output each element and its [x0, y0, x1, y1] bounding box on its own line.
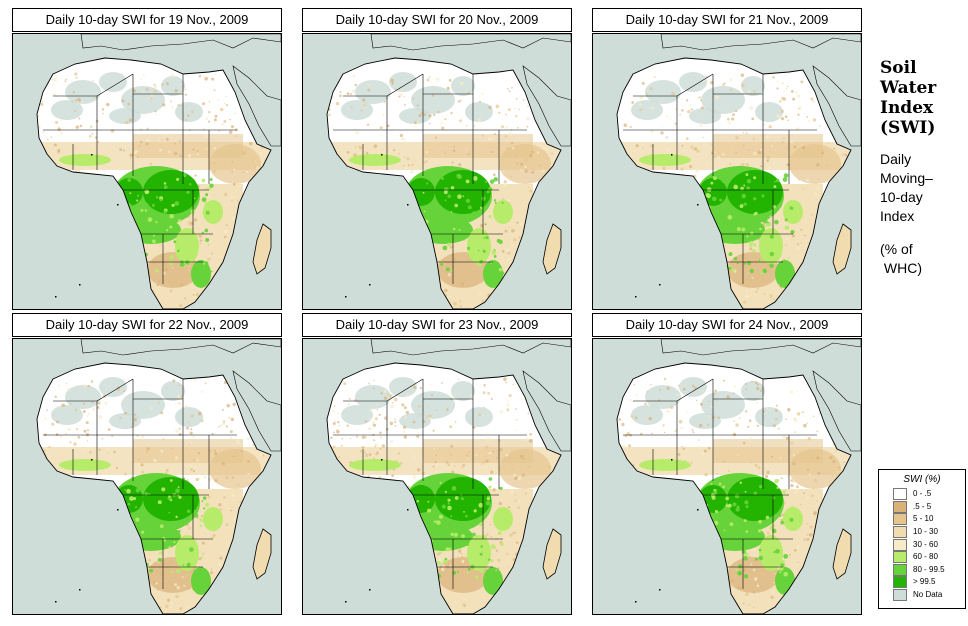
swi-field: [617, 72, 851, 309]
swi-field: [37, 72, 271, 309]
africa-coastline: [326, 57, 562, 309]
legend-swatch: [893, 500, 907, 513]
legend-swatch: [893, 526, 907, 539]
legend-label: 60 - 80: [913, 552, 938, 562]
panel-title: Daily 10-day SWI for 23 Nov., 2009: [302, 313, 572, 337]
legend-item: .5 - 5: [879, 500, 965, 514]
legend-label: 0 - .5: [913, 489, 932, 499]
africa-map: [36, 34, 281, 309]
legend-item: 10 - 30: [879, 526, 965, 539]
africa-map: [36, 339, 281, 614]
swi-map: [592, 33, 862, 310]
swi-map: [592, 338, 862, 615]
africa-coastline: [36, 57, 272, 309]
swi-field: [327, 72, 561, 309]
madagascar: [832, 528, 852, 580]
legend-item: No Data: [879, 589, 965, 602]
arabia-landmass: [232, 65, 281, 147]
legend-swatch: [893, 563, 907, 576]
swi-map: [12, 338, 282, 615]
map-panel: Daily 10-day SWI for 21 Nov., 2009: [592, 8, 862, 310]
arabia-landmass: [812, 370, 861, 452]
madagascar: [252, 223, 272, 275]
africa-coastline: [616, 362, 852, 614]
arabia-landmass: [232, 370, 281, 452]
legend-item: > 99.5: [879, 576, 965, 589]
legend-label: 10 - 30: [913, 527, 938, 537]
index-unit: (% of WHC): [880, 241, 922, 276]
legend-swatch: [893, 538, 907, 551]
legend-label: No Data: [913, 590, 943, 600]
legend-swatch: [893, 513, 907, 526]
legend-swatch: [893, 488, 907, 501]
legend-item: 5 - 10: [879, 513, 965, 526]
arabia-landmass: [522, 370, 571, 452]
africa-map: [616, 339, 861, 614]
europe-landmass: [370, 34, 571, 51]
map-panel: Daily 10-day SWI for 22 Nov., 2009: [12, 313, 282, 615]
swi-map: [12, 33, 282, 310]
legend-label: 80 - 99.5: [913, 564, 945, 574]
panel-title: Daily 10-day SWI for 22 Nov., 2009: [12, 313, 282, 337]
map-panel: Daily 10-day SWI for 24 Nov., 2009: [592, 313, 862, 615]
africa-map: [326, 339, 571, 614]
swi-map: [302, 338, 572, 615]
panel-title: Daily 10-day SWI for 21 Nov., 2009: [592, 8, 862, 32]
africa-map: [326, 34, 571, 309]
africa-coastline: [36, 362, 272, 614]
panel-title: Daily 10-day SWI for 19 Nov., 2009: [12, 8, 282, 32]
europe-landmass: [80, 339, 281, 356]
madagascar: [832, 223, 852, 275]
legend-label: > 99.5: [913, 577, 936, 587]
index-title: Soil Water Index (SWI): [880, 58, 937, 138]
swi-field: [37, 377, 271, 614]
madagascar: [252, 528, 272, 580]
arabia-landmass: [522, 65, 571, 147]
arabia-landmass: [812, 65, 861, 147]
legend-swatch: [893, 551, 907, 564]
panel-title: Daily 10-day SWI for 20 Nov., 2009: [302, 8, 572, 32]
africa-map: [616, 34, 861, 309]
swi-map: [302, 33, 572, 310]
index-description: Daily Moving– 10-day Index: [880, 151, 933, 224]
legend-label: 30 - 60: [913, 539, 938, 549]
europe-landmass: [660, 339, 861, 356]
europe-landmass: [370, 339, 571, 356]
africa-coastline: [326, 362, 562, 614]
legend-item: 0 - .5: [879, 488, 965, 501]
madagascar: [542, 528, 562, 580]
legend-item: 30 - 60: [879, 538, 965, 551]
map-panel: Daily 10-day SWI for 20 Nov., 2009: [302, 8, 572, 310]
legend-item: 80 - 99.5: [879, 563, 965, 577]
legend-label: .5 - 5: [913, 501, 932, 511]
legend-swatch: [893, 576, 907, 589]
africa-coastline: [616, 57, 852, 309]
legend-swatch: [893, 589, 907, 602]
legend: SWI (%) 0 - .5 .5 - 5 5 - 10 10 - 30 30 - 60…: [878, 469, 966, 609]
legend-label: 5 - 10: [913, 514, 934, 524]
legend-item: 60 - 80: [879, 551, 965, 564]
map-panel: Daily 10-day SWI for 19 Nov., 2009: [12, 8, 282, 310]
europe-landmass: [660, 34, 861, 51]
panel-title: Daily 10-day SWI for 24 Nov., 2009: [592, 313, 862, 337]
europe-landmass: [80, 34, 281, 51]
map-panel: Daily 10-day SWI for 23 Nov., 2009: [302, 313, 572, 615]
legend-title: SWI (%): [903, 474, 941, 485]
madagascar: [542, 223, 562, 275]
